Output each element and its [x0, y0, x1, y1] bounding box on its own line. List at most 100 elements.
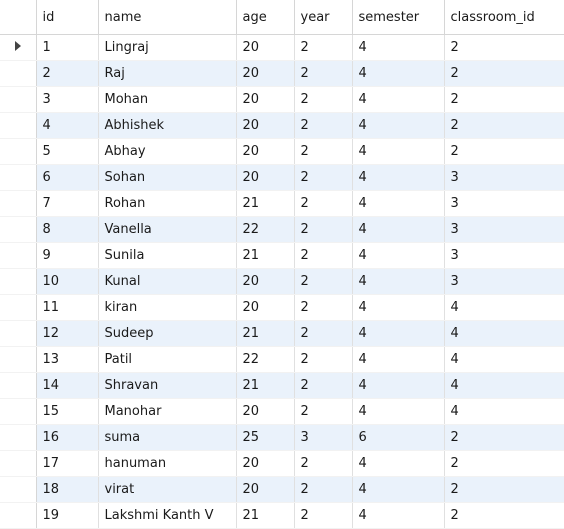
cell-classroom-id[interactable]: 2: [444, 138, 564, 165]
cell-classroom-id[interactable]: 4: [444, 346, 564, 373]
cell-semester[interactable]: 4: [352, 138, 445, 165]
cell-classroom-id[interactable]: 2: [444, 450, 564, 477]
cell-classroom-id[interactable]: 3: [444, 164, 564, 191]
table-row[interactable]: 15 Manohar 20 2 4 4: [0, 398, 564, 425]
cell-id[interactable]: 4: [36, 112, 99, 139]
cell-classroom-id[interactable]: 3: [444, 242, 564, 269]
cell-year[interactable]: 2: [294, 502, 353, 529]
cell-name[interactable]: kiran: [98, 294, 237, 321]
cell-age[interactable]: 21: [236, 190, 295, 217]
cell-classroom-id[interactable]: 2: [444, 34, 564, 61]
cell-name[interactable]: virat: [98, 476, 237, 503]
row-selector[interactable]: [0, 268, 37, 295]
table-row[interactable]: 1 Lingraj 20 2 4 2: [0, 34, 564, 61]
cell-id[interactable]: 12: [36, 320, 99, 347]
cell-year[interactable]: 2: [294, 372, 353, 399]
cell-semester[interactable]: 4: [352, 60, 445, 87]
column-header-semester[interactable]: semester: [352, 0, 445, 35]
row-selector[interactable]: [0, 60, 37, 87]
row-selector[interactable]: [0, 190, 37, 217]
cell-age[interactable]: 20: [236, 164, 295, 191]
row-selector[interactable]: [0, 346, 37, 373]
table-row[interactable]: 2 Raj 20 2 4 2: [0, 60, 564, 87]
cell-age[interactable]: 20: [236, 86, 295, 113]
cell-name[interactable]: Manohar: [98, 398, 237, 425]
cell-classroom-id[interactable]: 2: [444, 112, 564, 139]
row-selector-header[interactable]: [0, 0, 37, 35]
row-selector[interactable]: [0, 424, 37, 451]
cell-age[interactable]: 20: [236, 138, 295, 165]
cell-id[interactable]: 16: [36, 424, 99, 451]
column-header-id[interactable]: id: [36, 0, 99, 35]
cell-id[interactable]: 17: [36, 450, 99, 477]
cell-year[interactable]: 2: [294, 242, 353, 269]
row-selector[interactable]: [0, 216, 37, 243]
column-header-year[interactable]: year: [294, 0, 353, 35]
table-row[interactable]: 3 Mohan 20 2 4 2: [0, 86, 564, 113]
cell-classroom-id[interactable]: 2: [444, 60, 564, 87]
cell-age[interactable]: 20: [236, 294, 295, 321]
cell-semester[interactable]: 4: [352, 86, 445, 113]
cell-classroom-id[interactable]: 4: [444, 372, 564, 399]
row-selector[interactable]: [0, 450, 37, 477]
cell-year[interactable]: 2: [294, 34, 353, 61]
cell-id[interactable]: 7: [36, 190, 99, 217]
cell-id[interactable]: 6: [36, 164, 99, 191]
cell-year[interactable]: 2: [294, 138, 353, 165]
cell-age[interactable]: 22: [236, 216, 295, 243]
cell-age[interactable]: 20: [236, 268, 295, 295]
cell-id[interactable]: 19: [36, 502, 99, 529]
row-selector[interactable]: [0, 112, 37, 139]
row-selector[interactable]: [0, 476, 37, 503]
cell-classroom-id[interactable]: 2: [444, 502, 564, 529]
cell-id[interactable]: 10: [36, 268, 99, 295]
cell-age[interactable]: 20: [236, 34, 295, 61]
cell-classroom-id[interactable]: 3: [444, 216, 564, 243]
cell-name[interactable]: Lingraj: [98, 34, 237, 61]
cell-age[interactable]: 20: [236, 60, 295, 87]
cell-name[interactable]: Raj: [98, 60, 237, 87]
cell-id[interactable]: 15: [36, 398, 99, 425]
cell-name[interactable]: Vanella: [98, 216, 237, 243]
cell-year[interactable]: 2: [294, 398, 353, 425]
cell-classroom-id[interactable]: 4: [444, 398, 564, 425]
cell-id[interactable]: 1: [36, 34, 99, 61]
cell-semester[interactable]: 4: [352, 268, 445, 295]
cell-id[interactable]: 11: [36, 294, 99, 321]
table-row[interactable]: 6 Sohan 20 2 4 3: [0, 164, 564, 191]
row-selector[interactable]: [0, 320, 37, 347]
cell-name[interactable]: Sunila: [98, 242, 237, 269]
table-row[interactable]: 18 virat 20 2 4 2: [0, 476, 564, 503]
cell-id[interactable]: 3: [36, 86, 99, 113]
cell-year[interactable]: 2: [294, 346, 353, 373]
cell-name[interactable]: Abhishek: [98, 112, 237, 139]
cell-year[interactable]: 2: [294, 86, 353, 113]
cell-semester[interactable]: 4: [352, 112, 445, 139]
cell-year[interactable]: 2: [294, 190, 353, 217]
row-selector[interactable]: [0, 372, 37, 399]
cell-classroom-id[interactable]: 4: [444, 294, 564, 321]
table-row[interactable]: 7 Rohan 21 2 4 3: [0, 190, 564, 217]
table-row[interactable]: 19 Lakshmi Kanth V 21 2 4 2: [0, 502, 564, 529]
cell-semester[interactable]: 4: [352, 502, 445, 529]
table-row[interactable]: 5 Abhay 20 2 4 2: [0, 138, 564, 165]
cell-age[interactable]: 20: [236, 398, 295, 425]
table-row[interactable]: 17 hanuman 20 2 4 2: [0, 450, 564, 477]
row-selector[interactable]: [0, 242, 37, 269]
cell-semester[interactable]: 4: [352, 450, 445, 477]
cell-semester[interactable]: 6: [352, 424, 445, 451]
cell-name[interactable]: Rohan: [98, 190, 237, 217]
table-row[interactable]: 4 Abhishek 20 2 4 2: [0, 112, 564, 139]
cell-classroom-id[interactable]: 2: [444, 86, 564, 113]
cell-age[interactable]: 21: [236, 320, 295, 347]
cell-year[interactable]: 2: [294, 60, 353, 87]
cell-classroom-id[interactable]: 3: [444, 190, 564, 217]
cell-year[interactable]: 2: [294, 112, 353, 139]
cell-id[interactable]: 5: [36, 138, 99, 165]
table-row[interactable]: 10 Kunal 20 2 4 3: [0, 268, 564, 295]
cell-classroom-id[interactable]: 4: [444, 320, 564, 347]
cell-classroom-id[interactable]: 2: [444, 424, 564, 451]
table-row[interactable]: 16 suma 25 3 6 2: [0, 424, 564, 451]
cell-year[interactable]: 3: [294, 424, 353, 451]
cell-name[interactable]: suma: [98, 424, 237, 451]
